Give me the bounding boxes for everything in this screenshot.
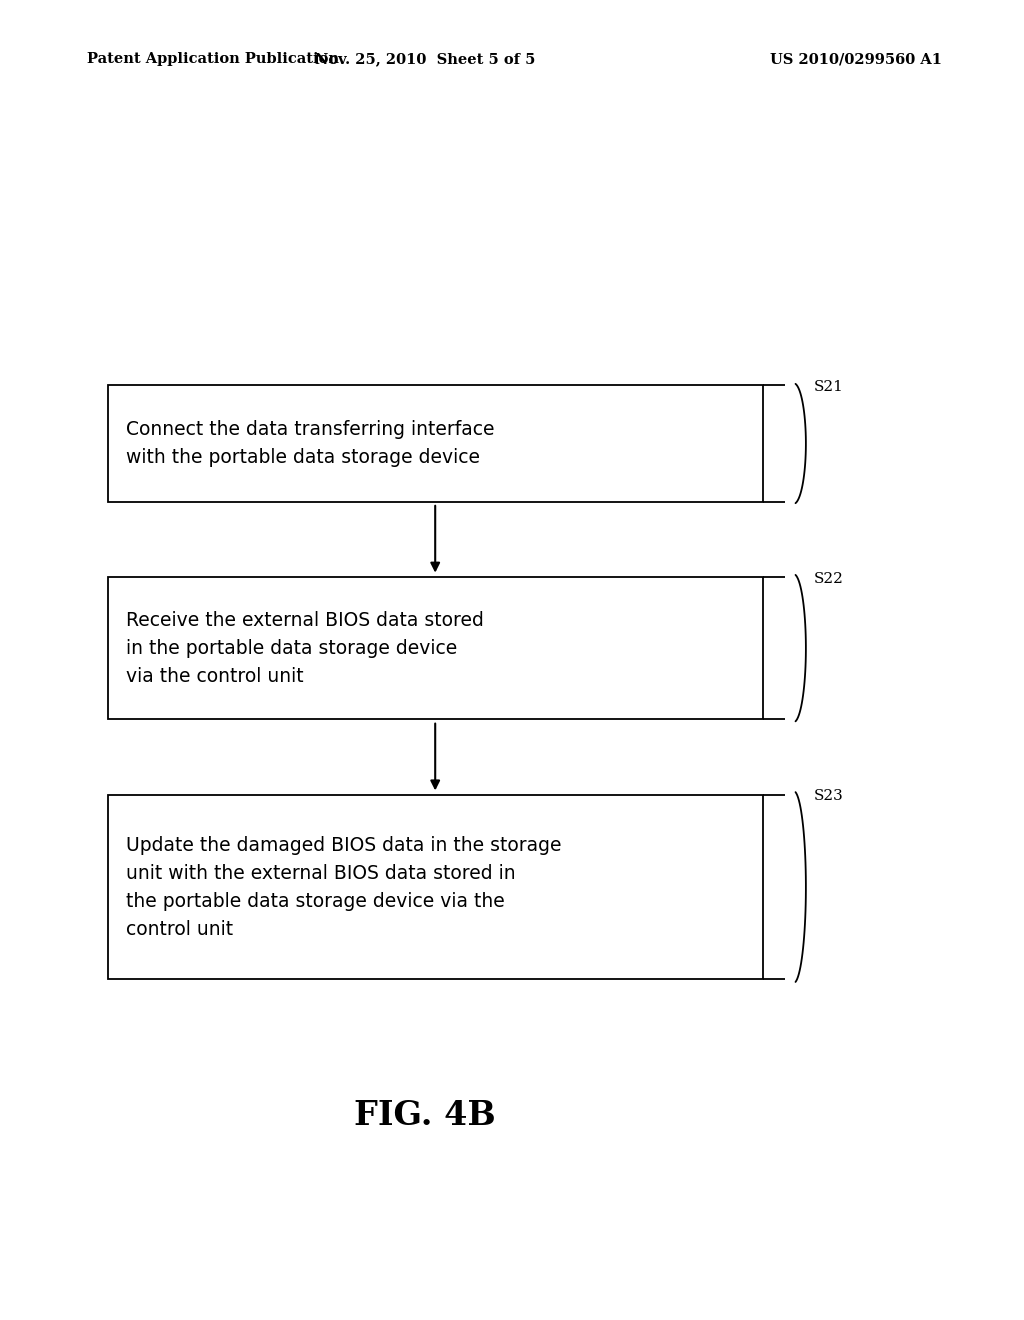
Text: S22: S22 bbox=[814, 572, 844, 586]
Bar bbox=[108, 577, 763, 719]
Text: Connect the data transferring interface
with the portable data storage device: Connect the data transferring interface … bbox=[126, 420, 495, 467]
Text: US 2010/0299560 A1: US 2010/0299560 A1 bbox=[770, 53, 942, 66]
Text: Patent Application Publication: Patent Application Publication bbox=[87, 53, 339, 66]
Text: FIG. 4B: FIG. 4B bbox=[354, 1098, 496, 1133]
Text: S21: S21 bbox=[814, 380, 844, 395]
Bar bbox=[108, 795, 763, 979]
Text: Nov. 25, 2010  Sheet 5 of 5: Nov. 25, 2010 Sheet 5 of 5 bbox=[314, 53, 536, 66]
Text: S23: S23 bbox=[814, 789, 844, 804]
Text: Receive the external BIOS data stored
in the portable data storage device
via th: Receive the external BIOS data stored in… bbox=[126, 611, 483, 685]
Bar bbox=[108, 385, 763, 502]
Text: Update the damaged BIOS data in the storage
unit with the external BIOS data sto: Update the damaged BIOS data in the stor… bbox=[126, 836, 561, 939]
